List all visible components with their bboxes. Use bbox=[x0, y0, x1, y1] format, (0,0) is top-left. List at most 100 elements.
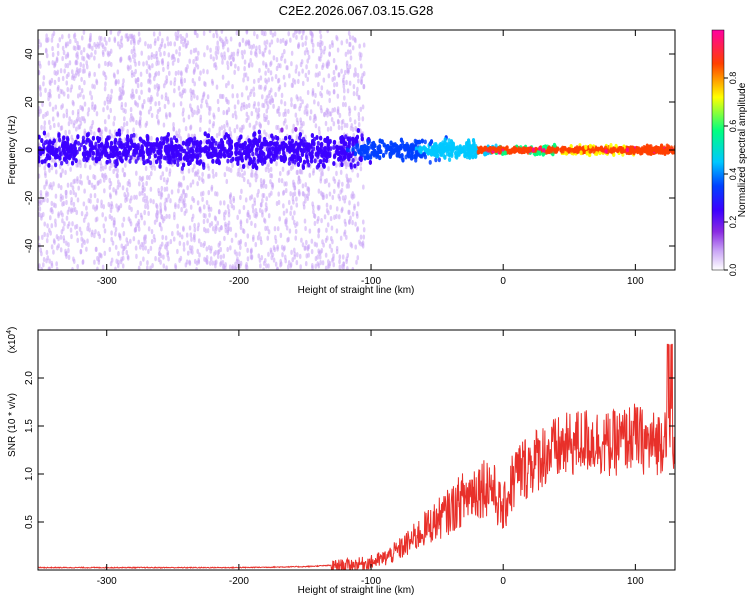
heatmap-cell bbox=[270, 76, 274, 82]
heatmap-cell bbox=[314, 92, 317, 99]
heatmap-cell bbox=[358, 51, 362, 57]
heatmap-cell bbox=[41, 101, 44, 108]
heatmap-cell bbox=[157, 70, 161, 76]
heatmap-cell bbox=[66, 86, 70, 93]
heatmap-cell bbox=[81, 68, 85, 74]
heatmap-cell bbox=[324, 265, 328, 270]
heatmap-cell bbox=[74, 37, 77, 44]
heatmap-cell bbox=[141, 182, 145, 188]
heatmap-cell bbox=[221, 264, 225, 270]
heatmap-cell bbox=[125, 249, 129, 256]
heatmap-cell bbox=[362, 42, 366, 48]
heatmap-cell bbox=[211, 168, 215, 175]
heatmap-cell bbox=[324, 237, 328, 243]
heatmap-cell bbox=[104, 174, 108, 181]
heatmap-cell bbox=[89, 193, 93, 199]
heatmap-cell bbox=[141, 104, 144, 110]
heatmap-cell bbox=[312, 167, 316, 174]
heatmap-cell bbox=[264, 183, 268, 190]
heatmap-cell bbox=[129, 133, 134, 139]
heatmap-cell bbox=[267, 229, 271, 235]
heatmap-cell bbox=[277, 199, 281, 206]
heatmap-cell bbox=[151, 63, 154, 69]
heatmap-cell bbox=[54, 162, 58, 168]
heatmap-cell bbox=[38, 242, 41, 249]
heatmap-cell bbox=[329, 215, 333, 222]
heatmap-cell bbox=[108, 129, 112, 135]
heatmap-cell bbox=[292, 32, 295, 38]
heatmap-cell bbox=[229, 61, 233, 67]
heatmap-cell bbox=[176, 223, 179, 229]
heatmap-cell bbox=[130, 49, 134, 55]
heatmap-cell bbox=[38, 162, 41, 168]
heatmap-cell bbox=[108, 184, 112, 191]
heatmap-cell bbox=[269, 166, 273, 173]
heatmap-cell bbox=[327, 166, 330, 172]
heatmap-cell bbox=[352, 84, 356, 90]
heatmap-cell bbox=[142, 256, 145, 262]
heatmap-cell bbox=[64, 129, 67, 136]
heatmap-cell bbox=[52, 249, 55, 255]
heatmap-cell bbox=[263, 116, 266, 123]
heatmap-cell bbox=[43, 125, 46, 131]
heatmap-cell bbox=[64, 169, 67, 176]
heatmap-cell bbox=[252, 234, 255, 240]
heatmap-cell bbox=[225, 98, 229, 105]
heatmap-cell bbox=[102, 51, 105, 58]
heatmap-cell bbox=[66, 63, 70, 69]
heatmap-cell bbox=[63, 68, 66, 74]
heatmap-cell bbox=[176, 248, 179, 255]
heatmap-cell bbox=[138, 110, 142, 116]
heatmap-cell bbox=[166, 241, 170, 247]
heatmap-cell bbox=[239, 220, 243, 226]
heatmap-cell bbox=[313, 158, 317, 164]
heatmap-cell bbox=[96, 41, 99, 48]
heatmap-cell bbox=[223, 123, 226, 130]
heatmap-cell bbox=[233, 127, 237, 134]
heatmap-cell bbox=[282, 210, 286, 216]
heatmap-cell bbox=[169, 80, 173, 86]
heatmap-cell bbox=[323, 146, 327, 151]
heatmap-cell bbox=[44, 87, 47, 93]
heatmap-cell bbox=[133, 48, 136, 54]
heatmap-cell bbox=[53, 60, 57, 66]
heatmap-cell bbox=[196, 200, 200, 206]
heatmap-cell bbox=[248, 122, 252, 128]
heatmap-cell bbox=[245, 262, 248, 268]
heatmap-cell bbox=[57, 76, 61, 83]
heatmap-cell bbox=[62, 91, 66, 97]
heatmap-cell bbox=[205, 246, 209, 252]
heatmap-cell bbox=[102, 204, 106, 210]
heatmap-cell bbox=[163, 186, 167, 192]
heatmap-cell bbox=[202, 68, 205, 74]
heatmap-cell bbox=[114, 231, 117, 237]
heatmap-cell bbox=[86, 238, 89, 244]
heatmap-cell bbox=[80, 88, 84, 94]
heatmap-cell bbox=[65, 108, 69, 114]
heatmap-cell bbox=[282, 49, 286, 55]
heatmap-cell bbox=[65, 80, 69, 86]
heatmap-cell bbox=[194, 56, 198, 62]
heatmap-cell bbox=[135, 120, 138, 126]
heatmap-cell bbox=[78, 124, 82, 130]
heatmap-cell bbox=[133, 58, 136, 64]
heatmap-cells bbox=[38, 30, 675, 270]
heatmap-cell bbox=[260, 94, 264, 100]
heatmap-cell bbox=[154, 159, 159, 165]
heatmap-cell bbox=[269, 249, 273, 255]
heatmap-cell bbox=[325, 208, 329, 214]
heatmap-cell bbox=[359, 106, 363, 112]
heatmap-cell bbox=[154, 101, 157, 107]
heatmap-cell bbox=[154, 256, 157, 262]
heatmap-cell bbox=[118, 233, 122, 239]
heatmap-cell bbox=[70, 134, 74, 140]
heatmap-cell bbox=[194, 30, 197, 36]
heatmap-cell bbox=[243, 170, 246, 176]
heatmap-cell bbox=[88, 44, 92, 50]
heatmap-cell bbox=[169, 239, 173, 245]
heatmap-cell bbox=[148, 72, 151, 78]
heatmap-cell bbox=[356, 172, 360, 178]
heatmap-cell bbox=[285, 219, 288, 225]
heatmap-cell bbox=[173, 211, 176, 218]
heatmap-cell bbox=[138, 181, 141, 187]
